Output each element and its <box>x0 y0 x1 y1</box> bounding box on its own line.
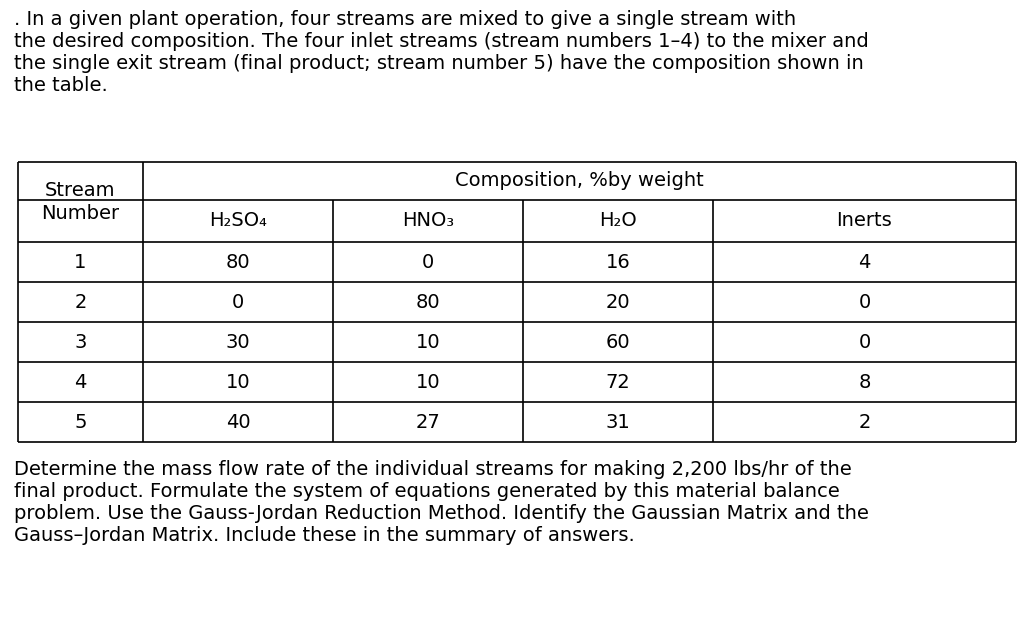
Text: 3: 3 <box>74 333 87 351</box>
Text: 80: 80 <box>416 293 440 312</box>
Text: final product. Formulate the system of equations generated by this material bala: final product. Formulate the system of e… <box>14 482 840 501</box>
Text: 8: 8 <box>858 372 871 391</box>
Text: Composition, %by weight: Composition, %by weight <box>455 172 704 191</box>
Text: H₂SO₄: H₂SO₄ <box>209 211 267 230</box>
Text: Inerts: Inerts <box>837 211 892 230</box>
Text: 1: 1 <box>74 252 87 271</box>
Text: H₂O: H₂O <box>599 211 637 230</box>
Text: the single exit stream (final product; stream number 5) have the composition sho: the single exit stream (final product; s… <box>14 54 863 73</box>
Text: 5: 5 <box>74 413 87 432</box>
Text: 20: 20 <box>606 293 631 312</box>
Text: 4: 4 <box>858 252 871 271</box>
Text: 72: 72 <box>606 372 631 391</box>
Text: the table.: the table. <box>14 76 108 95</box>
Text: 10: 10 <box>416 333 440 351</box>
Text: 0: 0 <box>858 333 871 351</box>
Text: 0: 0 <box>422 252 434 271</box>
Text: 2: 2 <box>74 293 87 312</box>
Text: 40: 40 <box>225 413 250 432</box>
Text: 2: 2 <box>858 413 871 432</box>
Text: 16: 16 <box>606 252 631 271</box>
Text: Determine the mass flow rate of the individual streams for making 2,200 lbs/hr o: Determine the mass flow rate of the indi… <box>14 460 852 479</box>
Text: Stream
Number: Stream Number <box>41 180 120 223</box>
Text: 60: 60 <box>606 333 631 351</box>
Text: HNO₃: HNO₃ <box>402 211 454 230</box>
Text: 10: 10 <box>225 372 250 391</box>
Text: the desired composition. The four inlet streams (stream numbers 1–4) to the mixe: the desired composition. The four inlet … <box>14 32 869 51</box>
Text: 30: 30 <box>225 333 250 351</box>
Text: problem. Use the Gauss-Jordan Reduction Method. Identify the Gaussian Matrix and: problem. Use the Gauss-Jordan Reduction … <box>14 504 869 523</box>
Text: 27: 27 <box>416 413 440 432</box>
Text: 80: 80 <box>225 252 250 271</box>
Text: . In a given plant operation, four streams are mixed to give a single stream wit: . In a given plant operation, four strea… <box>14 10 796 29</box>
Text: 4: 4 <box>74 372 87 391</box>
Text: 0: 0 <box>858 293 871 312</box>
Text: 31: 31 <box>606 413 631 432</box>
Text: 0: 0 <box>232 293 244 312</box>
Text: 10: 10 <box>416 372 440 391</box>
Text: Gauss–Jordan Matrix. Include these in the summary of answers.: Gauss–Jordan Matrix. Include these in th… <box>14 526 635 545</box>
